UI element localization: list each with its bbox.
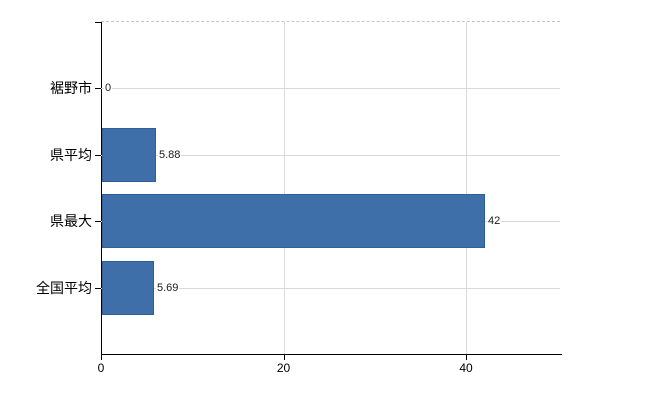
y-axis-line: [101, 22, 102, 355]
y-axis-tick: [95, 88, 101, 89]
x-gridline: [466, 22, 467, 354]
x-axis-line: [101, 354, 562, 355]
bar-value-label: 42: [487, 215, 502, 228]
data-bar: [102, 261, 154, 315]
category-label: 県平均: [50, 147, 92, 163]
x-axis-tick-label: 40: [459, 361, 473, 375]
data-bar: [102, 128, 156, 182]
x-axis-tick: [466, 355, 467, 360]
x-axis-tick: [101, 355, 102, 360]
y-axis-tick: [95, 155, 101, 156]
category-label: 裾野市: [50, 80, 92, 96]
x-axis-tick: [283, 355, 285, 360]
bar-value-label: 5.88: [158, 149, 182, 162]
category-gridline: [101, 88, 560, 89]
y-axis-tick: [95, 221, 101, 222]
bar-value-label: 5.69: [156, 282, 180, 295]
x-axis-tick-label: 20: [276, 361, 291, 375]
bar-value-label: 0: [104, 82, 113, 95]
y-axis-tick: [95, 288, 101, 289]
category-gridline: [101, 288, 560, 289]
category-label: 県最大: [50, 213, 92, 229]
plot-top-border: [101, 21, 560, 22]
category-label: 全国平均: [36, 280, 92, 296]
y-axis-top-tick: [95, 22, 101, 23]
x-gridline: [283, 22, 285, 354]
data-bar: [102, 194, 485, 248]
category-gridline: [101, 155, 560, 156]
x-axis-tick-label: 0: [97, 361, 105, 375]
